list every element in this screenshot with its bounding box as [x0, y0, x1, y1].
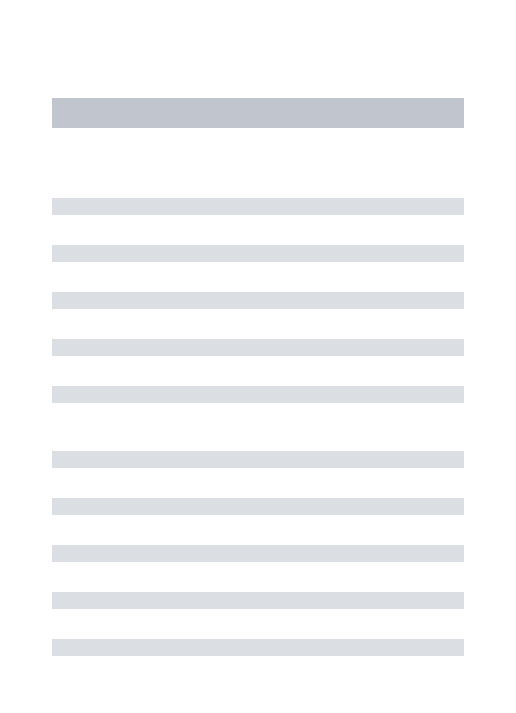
title-placeholder [52, 98, 464, 128]
document-skeleton [0, 0, 516, 656]
text-line-placeholder [52, 198, 464, 215]
text-line-placeholder [52, 639, 464, 656]
text-line-placeholder [52, 592, 464, 609]
text-line-placeholder [52, 339, 464, 356]
text-line-placeholder [52, 292, 464, 309]
text-line-placeholder [52, 245, 464, 262]
text-line-placeholder [52, 498, 464, 515]
text-line-placeholder [52, 451, 464, 468]
paragraph-block-1 [52, 198, 464, 403]
text-line-placeholder [52, 386, 464, 403]
paragraph-block-2 [52, 451, 464, 656]
text-line-placeholder [52, 545, 464, 562]
